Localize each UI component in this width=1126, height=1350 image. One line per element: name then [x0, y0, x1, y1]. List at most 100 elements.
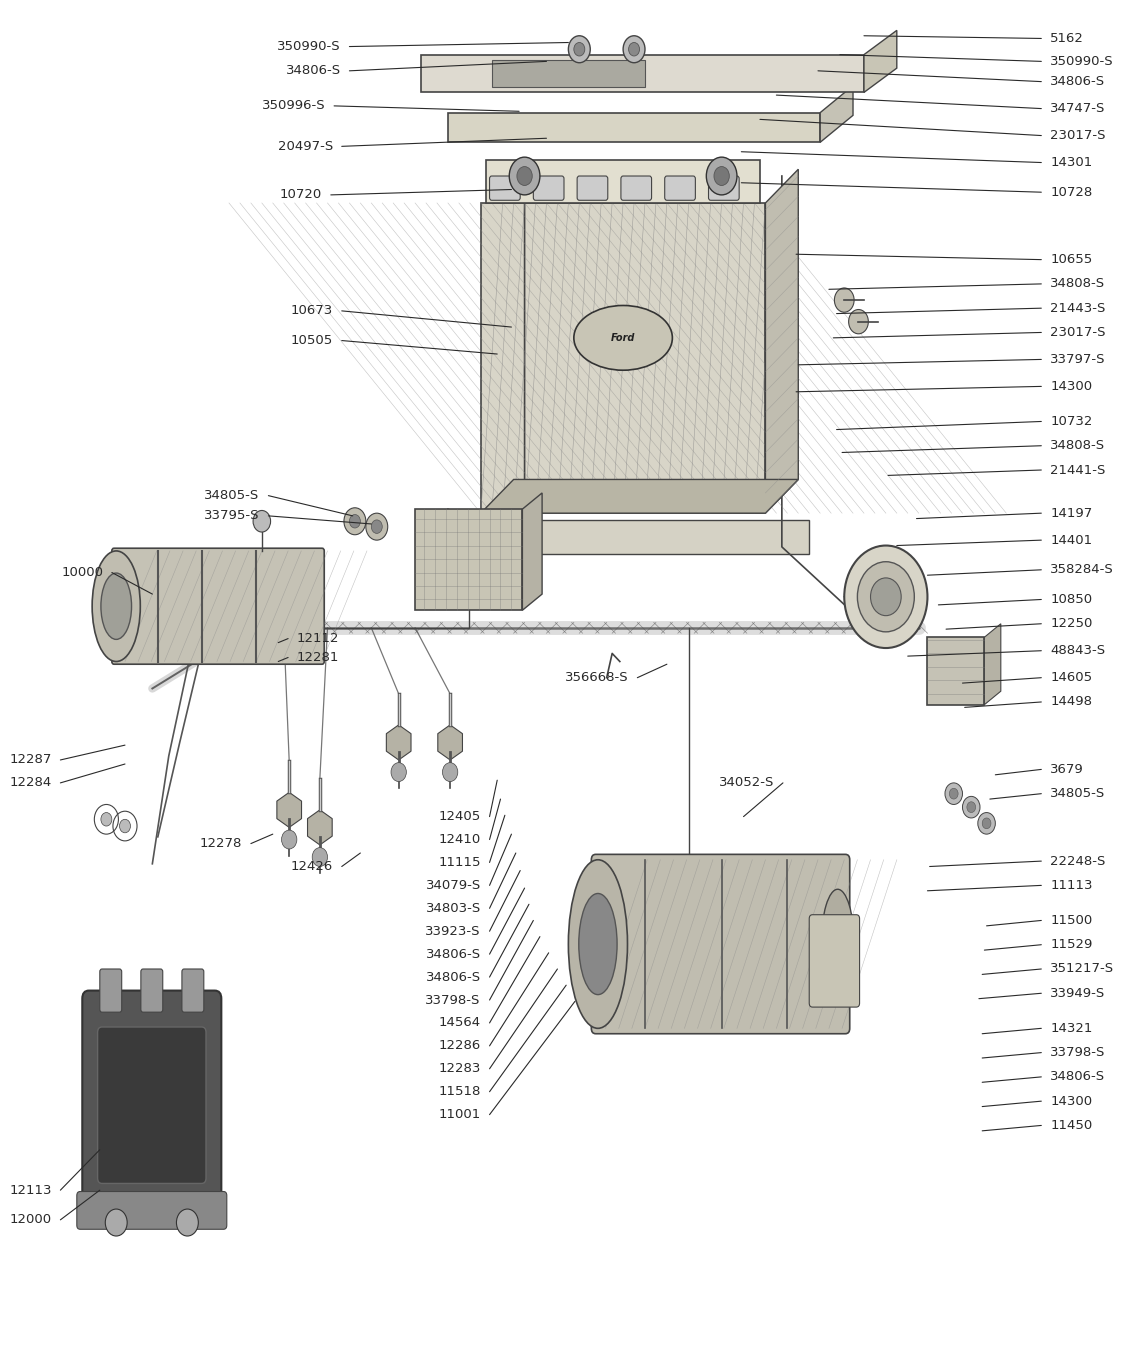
Circle shape: [574, 42, 584, 55]
Circle shape: [312, 848, 328, 867]
FancyBboxPatch shape: [481, 202, 766, 513]
Circle shape: [517, 166, 533, 185]
Text: 34808-S: 34808-S: [1051, 439, 1106, 452]
Text: 14564: 14564: [439, 1017, 481, 1030]
Circle shape: [366, 513, 387, 540]
Circle shape: [101, 813, 111, 826]
Text: 12283: 12283: [438, 1062, 481, 1076]
Circle shape: [949, 788, 958, 799]
Text: 34805-S: 34805-S: [1051, 787, 1106, 801]
Text: 12113: 12113: [9, 1184, 52, 1196]
Text: 350996-S: 350996-S: [261, 100, 325, 112]
Text: 23017-S: 23017-S: [1051, 325, 1106, 339]
FancyBboxPatch shape: [100, 969, 122, 1012]
Text: 14197: 14197: [1051, 506, 1092, 520]
Text: 23017-S: 23017-S: [1051, 130, 1106, 142]
Polygon shape: [522, 493, 542, 610]
FancyBboxPatch shape: [810, 915, 859, 1007]
Circle shape: [849, 309, 868, 333]
Text: 48843-S: 48843-S: [1051, 644, 1106, 657]
Text: 33949-S: 33949-S: [1051, 987, 1106, 1000]
FancyBboxPatch shape: [578, 176, 608, 200]
Text: 10850: 10850: [1051, 593, 1092, 606]
Circle shape: [982, 818, 991, 829]
Circle shape: [714, 166, 730, 185]
Text: 12405: 12405: [438, 810, 481, 824]
Ellipse shape: [574, 305, 672, 370]
Polygon shape: [820, 85, 854, 142]
Text: 351217-S: 351217-S: [1051, 963, 1115, 976]
FancyBboxPatch shape: [415, 509, 522, 610]
Text: 34079-S: 34079-S: [426, 879, 481, 892]
Text: 14401: 14401: [1051, 533, 1092, 547]
Text: 34806-S: 34806-S: [426, 971, 481, 984]
Text: 3679: 3679: [1051, 763, 1084, 776]
Text: 11450: 11450: [1051, 1119, 1092, 1131]
Circle shape: [844, 545, 928, 648]
Text: 21441-S: 21441-S: [1051, 463, 1106, 477]
Polygon shape: [766, 169, 798, 513]
Ellipse shape: [579, 894, 617, 995]
Circle shape: [509, 157, 539, 194]
Circle shape: [372, 520, 382, 533]
Circle shape: [177, 1210, 198, 1237]
FancyBboxPatch shape: [492, 59, 645, 86]
Circle shape: [963, 796, 980, 818]
Text: 22248-S: 22248-S: [1051, 855, 1106, 868]
Circle shape: [349, 514, 360, 528]
Circle shape: [443, 763, 458, 782]
FancyBboxPatch shape: [486, 159, 760, 202]
FancyBboxPatch shape: [98, 1027, 206, 1184]
Text: 33797-S: 33797-S: [1051, 352, 1106, 366]
Circle shape: [282, 830, 297, 849]
Text: 34806-S: 34806-S: [286, 65, 341, 77]
Circle shape: [977, 813, 995, 834]
Text: 33798-S: 33798-S: [1051, 1046, 1106, 1060]
Circle shape: [870, 578, 901, 616]
Text: 10720: 10720: [279, 189, 322, 201]
Text: 11518: 11518: [438, 1085, 481, 1098]
Text: 10673: 10673: [291, 304, 333, 317]
Text: 12426: 12426: [291, 860, 333, 873]
Polygon shape: [481, 479, 798, 513]
Circle shape: [628, 42, 640, 55]
FancyBboxPatch shape: [591, 855, 850, 1034]
Text: 33798-S: 33798-S: [426, 994, 481, 1007]
FancyBboxPatch shape: [664, 176, 696, 200]
Text: 34806-S: 34806-S: [1051, 76, 1106, 88]
Text: 11115: 11115: [438, 856, 481, 869]
Text: 11001: 11001: [438, 1108, 481, 1120]
Circle shape: [857, 562, 914, 632]
Text: 14321: 14321: [1051, 1022, 1092, 1035]
Text: 11500: 11500: [1051, 914, 1092, 927]
Text: 12112: 12112: [297, 632, 339, 645]
FancyBboxPatch shape: [459, 520, 810, 554]
Circle shape: [967, 802, 975, 813]
FancyBboxPatch shape: [421, 54, 864, 92]
Circle shape: [343, 508, 366, 535]
Text: 12284: 12284: [9, 776, 52, 790]
Text: 350990-S: 350990-S: [277, 40, 341, 53]
Text: 10732: 10732: [1051, 414, 1092, 428]
Circle shape: [569, 35, 590, 62]
Text: 12410: 12410: [438, 833, 481, 846]
Text: 34806-S: 34806-S: [1051, 1071, 1106, 1084]
Circle shape: [119, 819, 131, 833]
Text: 10000: 10000: [61, 566, 104, 579]
Text: 20497-S: 20497-S: [278, 140, 333, 153]
Ellipse shape: [92, 551, 141, 662]
Circle shape: [391, 763, 406, 782]
Circle shape: [253, 510, 270, 532]
Text: 34052-S: 34052-S: [718, 776, 775, 790]
FancyBboxPatch shape: [77, 1192, 226, 1230]
Text: 11529: 11529: [1051, 938, 1092, 952]
Text: 5162: 5162: [1051, 32, 1084, 45]
FancyBboxPatch shape: [141, 969, 163, 1012]
Text: 33795-S: 33795-S: [204, 509, 260, 522]
Text: 34803-S: 34803-S: [426, 902, 481, 915]
FancyBboxPatch shape: [534, 176, 564, 200]
Polygon shape: [984, 624, 1001, 705]
Text: 14605: 14605: [1051, 671, 1092, 684]
Text: 12286: 12286: [438, 1040, 481, 1053]
Text: Ford: Ford: [611, 333, 635, 343]
